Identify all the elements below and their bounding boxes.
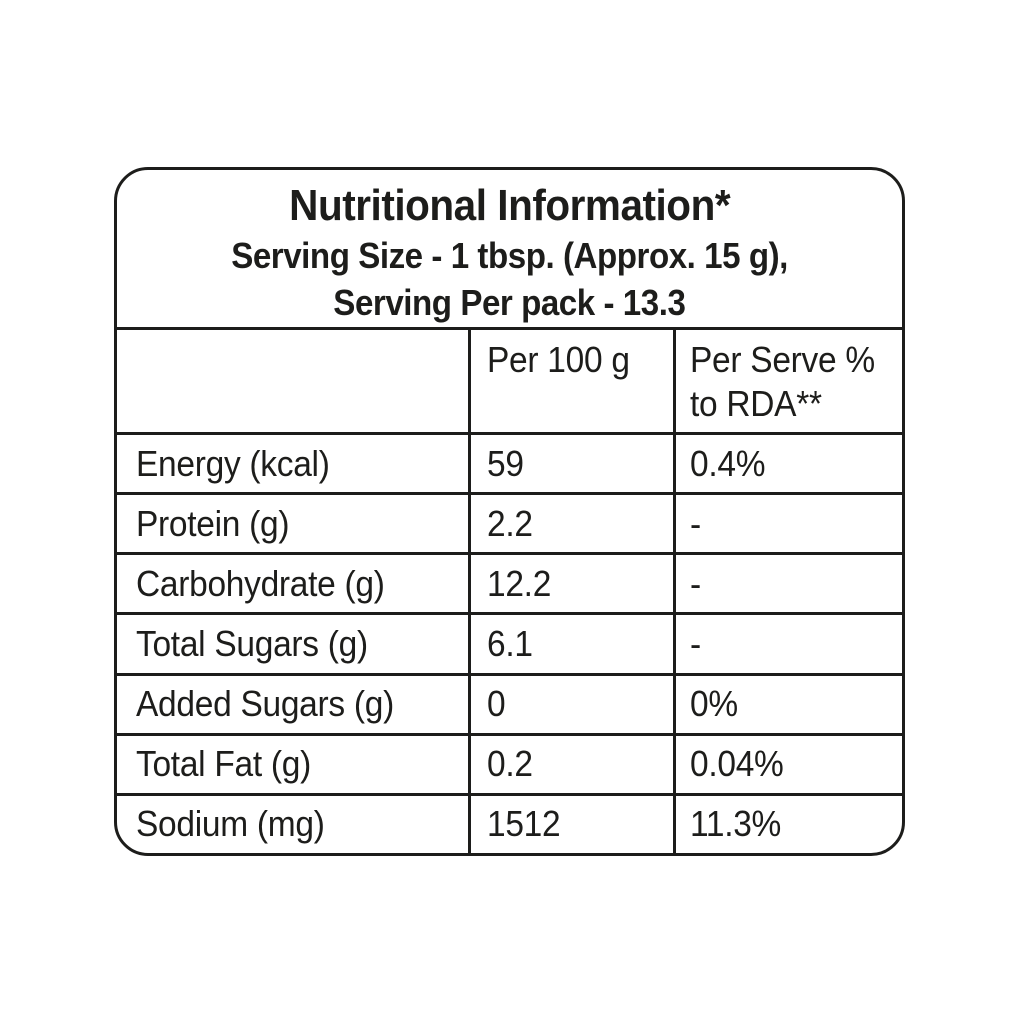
table-row-nutrient-cell: Protein (g) xyxy=(117,492,468,552)
nutrient-label: Protein (g) xyxy=(136,502,290,544)
per-100g-value: 0 xyxy=(487,683,506,725)
table-row-per100g-cell: 0 xyxy=(468,672,673,733)
nutrient-label: Total Fat (g) xyxy=(136,743,311,785)
label-header: Nutritional Information* Serving Size - … xyxy=(117,170,902,327)
per-serve-rda-value: - xyxy=(690,622,701,664)
label-title: Nutritional Information* xyxy=(117,180,902,232)
nutrient-label: Total Sugars (g) xyxy=(136,622,368,664)
table-row-rda-cell: 0% xyxy=(673,672,902,733)
table-row-per100g-cell: 12.2 xyxy=(468,552,673,613)
header-per-serve-line2: to RDA** xyxy=(690,383,822,424)
table-row-rda-cell: 0.04% xyxy=(673,732,902,793)
table-row-rda-cell: 11.3% xyxy=(673,792,902,853)
table-row-rda-cell: - xyxy=(673,612,902,673)
per-100g-value: 12.2 xyxy=(487,562,552,604)
serving-pack-line: Serving Per pack - 13.3 xyxy=(117,279,902,326)
table-row-per100g-cell: 2.2 xyxy=(468,492,673,553)
serving-pack-text: Serving Per pack - 13.3 xyxy=(333,282,686,323)
header-per-serve-text: Per Serve % to RDA** xyxy=(690,338,875,426)
table-row-nutrient-cell: Added Sugars (g) xyxy=(117,672,468,733)
table-row-nutrient-cell: Carbohydrate (g) xyxy=(117,552,468,612)
table-row-per100g-cell: 59 xyxy=(468,432,673,493)
table-row-rda-cell: - xyxy=(673,492,902,553)
header-per-serve-line1: Per Serve % xyxy=(690,339,875,380)
nutrition-table: Per 100 g Per Serve % to RDA** Energy (kc… xyxy=(117,327,902,853)
table-row-per100g-cell: 0.2 xyxy=(468,732,673,793)
serving-size-text: Serving Size - 1 tbsp. (Approx. 15 g), xyxy=(231,235,788,276)
per-100g-value: 2.2 xyxy=(487,502,533,544)
table-row-nutrient-cell: Energy (kcal) xyxy=(117,432,468,492)
table-row-nutrient-cell: Total Sugars (g) xyxy=(117,612,468,672)
nutrient-label: Sodium (mg) xyxy=(136,803,325,845)
nutrient-label: Carbohydrate (g) xyxy=(136,562,385,604)
table-row-nutrient-cell: Sodium (mg) xyxy=(117,792,468,853)
header-cell-per-100g: Per 100 g xyxy=(468,327,673,432)
table-row-per100g-cell: 1512 xyxy=(468,792,673,853)
table-row-rda-cell: - xyxy=(673,552,902,613)
per-100g-value: 6.1 xyxy=(487,622,533,664)
nutrient-label: Added Sugars (g) xyxy=(136,683,394,725)
per-serve-rda-value: 0.04% xyxy=(690,743,784,785)
per-100g-value: 0.2 xyxy=(487,743,533,785)
table-row-nutrient-cell: Total Fat (g) xyxy=(117,732,468,793)
table-row-rda-cell: 0.4% xyxy=(673,432,902,493)
per-serve-rda-value: 11.3% xyxy=(690,803,782,845)
per-serve-rda-value: - xyxy=(690,562,701,604)
header-cell-per-serve-rda: Per Serve % to RDA** xyxy=(673,327,902,432)
header-per-100g-text: Per 100 g xyxy=(487,339,630,380)
label-title-text: Nutritional Information* xyxy=(289,181,730,230)
nutrition-label: Nutritional Information* Serving Size - … xyxy=(114,167,905,856)
per-100g-value: 59 xyxy=(487,442,524,484)
nutrient-label: Energy (kcal) xyxy=(136,442,330,484)
per-100g-value: 1512 xyxy=(487,803,561,845)
per-serve-rda-value: 0.4% xyxy=(690,442,766,484)
per-serve-rda-value: - xyxy=(690,502,701,544)
serving-size-line: Serving Size - 1 tbsp. (Approx. 15 g), xyxy=(117,232,902,279)
header-cell-nutrient xyxy=(117,327,468,432)
per-serve-rda-value: 0% xyxy=(690,683,738,725)
table-row-per100g-cell: 6.1 xyxy=(468,612,673,673)
